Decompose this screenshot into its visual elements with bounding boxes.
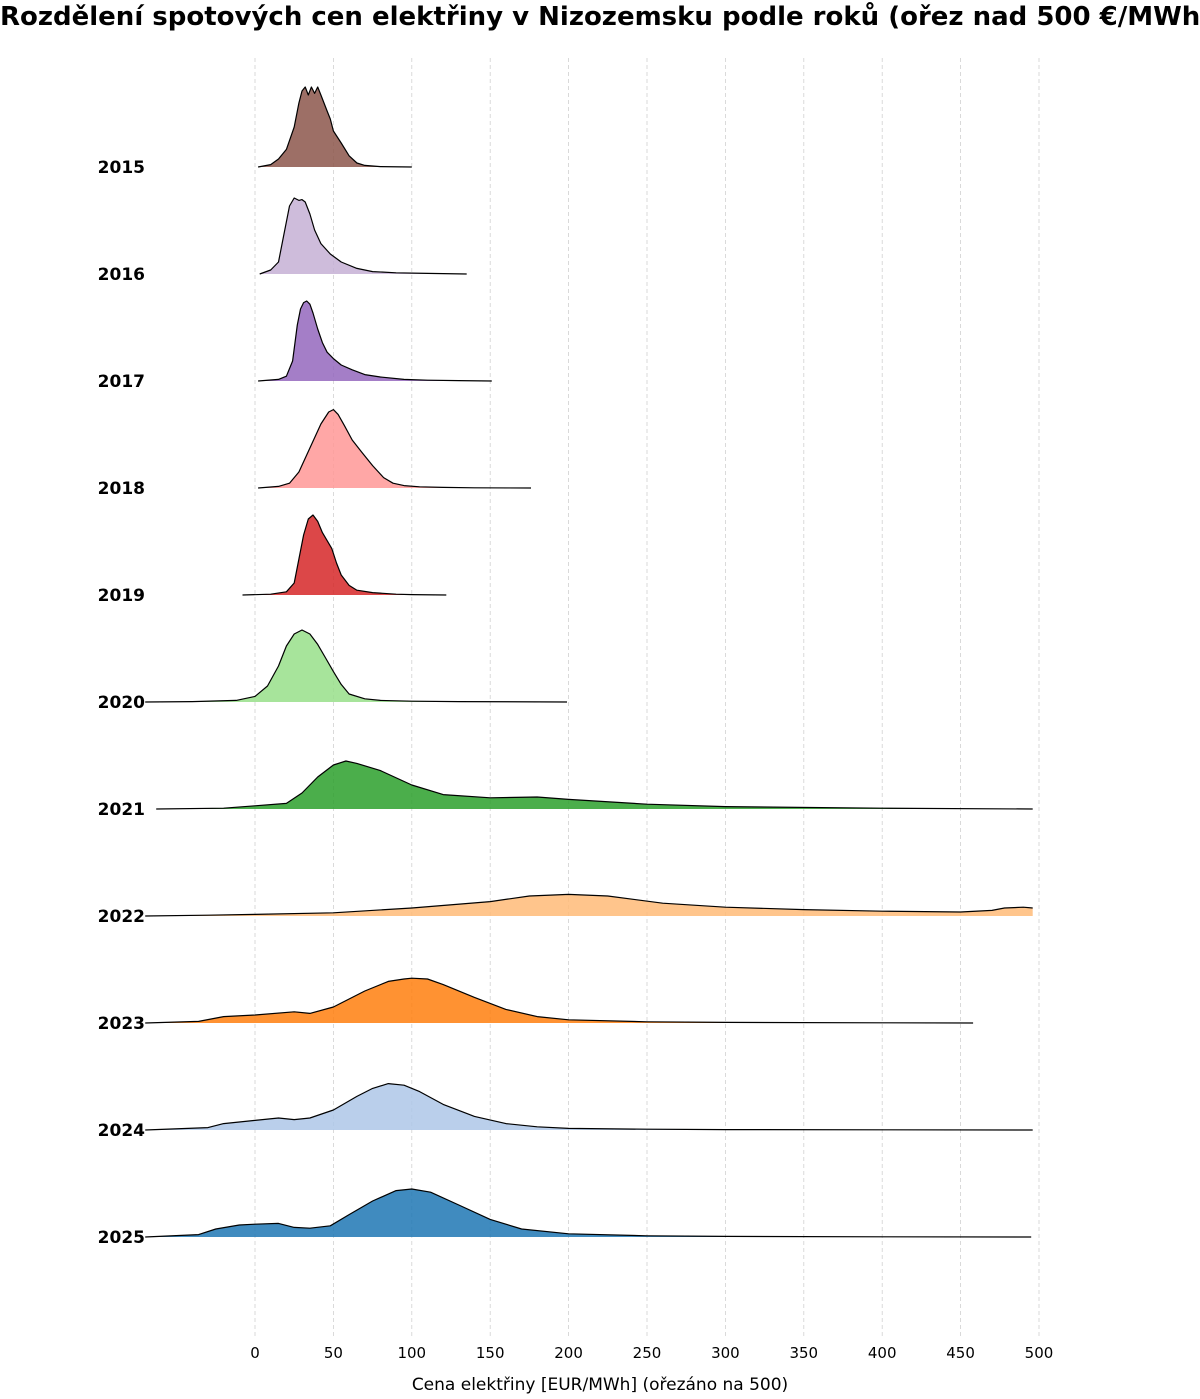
ridge-area-2016 [259, 198, 467, 274]
ridge-area-2025 [145, 1189, 1032, 1237]
year-label-2025: 2025 [98, 1228, 145, 1248]
ridge-area-2018 [258, 409, 531, 488]
year-label-2022: 2022 [98, 907, 145, 927]
ridge-outline-2020 [145, 629, 568, 703]
grid-lines [254, 58, 1040, 1336]
x-axis-ticks: 0 50 100 150 200 250 300 350 400 450 500 [250, 1344, 1053, 1362]
year-label-2019: 2019 [98, 586, 145, 606]
year-label-2021: 2021 [98, 800, 145, 820]
year-label-2024: 2024 [98, 1121, 145, 1141]
ridges [145, 86, 1033, 1238]
ridge-outline-2022 [145, 893, 1033, 917]
ridge-area-2017 [258, 301, 492, 381]
x-tick-label: 450 [946, 1344, 975, 1362]
year-label-2020: 2020 [98, 693, 145, 713]
x-tick-label: 250 [633, 1344, 662, 1362]
ridge-area-2019 [242, 515, 447, 595]
ridge-area-2022 [145, 894, 1033, 916]
x-tick-label: 0 [250, 1344, 260, 1362]
ridge-outline-2025 [145, 1188, 1032, 1238]
x-tick-label: 150 [476, 1344, 505, 1362]
ridge-outline-2019 [242, 514, 447, 596]
ridge-outline-2015 [257, 86, 412, 168]
ridge-outline-2018 [258, 409, 532, 489]
year-labels: 2015 2016 2017 2018 2019 2020 2021 2022 2023 2024… [98, 158, 145, 1248]
year-label-2018: 2018 [98, 479, 145, 499]
year-label-2015: 2015 [98, 158, 145, 178]
ridge-outline-2021 [156, 760, 1033, 810]
chart-title: Rozdělení spotových cen elektřiny v Nizo… [0, 2, 1200, 32]
x-tick-label: 400 [868, 1344, 897, 1362]
x-tick-label: 200 [554, 1344, 583, 1362]
ridge-area-2023 [145, 978, 974, 1023]
x-tick-label: 500 [1025, 1344, 1054, 1362]
ridge-area-2021 [156, 761, 1033, 809]
x-tick-label: 100 [397, 1344, 426, 1362]
year-label-2023: 2023 [98, 1014, 145, 1034]
year-label-2016: 2016 [98, 265, 145, 285]
x-tick-label: 50 [324, 1344, 343, 1362]
ridge-area-2015 [258, 87, 412, 167]
ridge-outline-2024 [145, 1083, 1033, 1131]
ridge-outline-2017 [258, 300, 492, 382]
year-label-2017: 2017 [98, 372, 145, 392]
ridge-area-2024 [145, 1083, 1033, 1130]
ridge-outline-2023 [145, 977, 974, 1024]
ridge-area-2020 [145, 630, 567, 702]
x-tick-label: 300 [711, 1344, 740, 1362]
ridge-outline-2016 [259, 197, 467, 275]
x-axis-label: Cena elektřiny [EUR/MWh] (ořezáno na 500… [412, 1375, 788, 1395]
x-tick-label: 350 [789, 1344, 818, 1362]
